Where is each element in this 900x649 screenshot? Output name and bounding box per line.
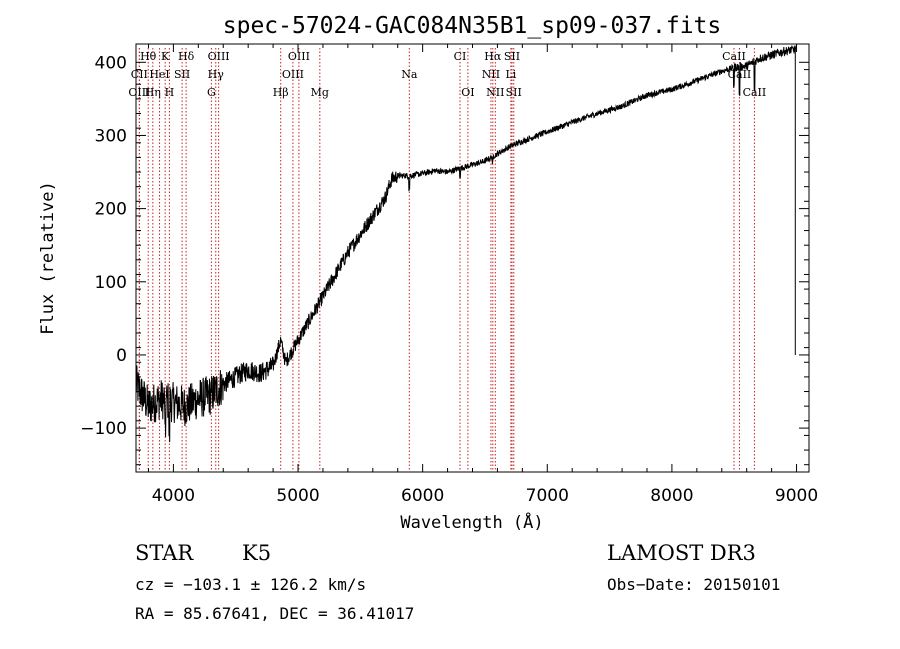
line-label-NII: NII <box>486 86 504 99</box>
spectrum-line <box>135 45 797 443</box>
x-axis-label: Wavelength (Å) <box>400 511 543 533</box>
line-label-OIII: OIII <box>288 50 310 63</box>
line-label-Na: Na <box>401 68 418 81</box>
line-label-CaII: CaII <box>743 86 767 99</box>
object-class: STAR <box>135 541 194 565</box>
x-tick-label-6000: 6000 <box>401 486 444 506</box>
obs-date-text: Obs−Date: 20150101 <box>607 575 780 594</box>
line-label-K: K <box>161 50 170 63</box>
plot-frame <box>135 43 810 473</box>
line-label-OIII: OIII <box>208 50 230 63</box>
line-label-H: H <box>165 86 175 99</box>
x-tick-label-8000: 8000 <box>650 486 693 506</box>
x-tick-label-5000: 5000 <box>276 486 319 506</box>
y-axis-label: Flux (relative) <box>38 181 58 335</box>
line-label-Hα: Hα <box>484 50 502 63</box>
line-label-CaII: CaII <box>722 50 746 63</box>
line-label-HeI: HeI <box>149 68 169 81</box>
line-label-Hβ: Hβ <box>273 86 289 99</box>
y-tick-label-200: 200 <box>95 200 127 220</box>
spectrum-series <box>135 45 797 443</box>
line-label-CII: CII <box>131 68 148 81</box>
y-tick-label-400: 400 <box>95 53 127 73</box>
x-tick-label-4000: 4000 <box>152 486 195 506</box>
line-label-Mg: Mg <box>311 86 329 99</box>
survey-label: LAMOST DR3 <box>607 541 756 565</box>
spectral-line-markers <box>138 48 755 472</box>
line-label-SII: SII <box>506 86 522 99</box>
x-axis: 4000 5000 6000 7000 8000 9000 <box>147 44 818 506</box>
line-label-SII: SII <box>174 68 190 81</box>
line-label-NII: NII <box>482 68 500 81</box>
y-tick-label-300: 300 <box>95 126 127 146</box>
line-label-Hθ: Hθ <box>140 50 157 63</box>
chart-title: spec-57024-GAC084N35B1_sp09-037.fits <box>223 13 722 39</box>
radec-text: RA = 85.67641, DEC = 36.41017 <box>135 604 414 623</box>
y-axis: −100 0 100 200 300 400 <box>80 53 809 466</box>
line-label-Li: Li <box>505 68 516 81</box>
line-label-G: G <box>207 86 216 99</box>
redshift-text: cz = −103.1 ± 126.2 km/s <box>135 575 366 594</box>
x-tick-label-7000: 7000 <box>526 486 569 506</box>
line-label-OI: OI <box>461 86 474 99</box>
y-tick-label-100: 100 <box>95 273 127 293</box>
y-tick-label-0: 0 <box>116 346 127 366</box>
object-subclass: K5 <box>242 541 271 565</box>
line-label-CI: CI <box>454 50 467 63</box>
line-label-Hγ: Hγ <box>208 68 225 81</box>
x-tick-label-9000: 9000 <box>775 486 818 506</box>
line-label-Hδ: Hδ <box>178 50 195 63</box>
y-tick-label--100: −100 <box>80 419 127 439</box>
line-label-OIII: OIII <box>128 86 150 99</box>
line-label-OIII: OIII <box>282 68 304 81</box>
line-label-Hη: Hη <box>145 86 161 99</box>
line-label-SII: SII <box>504 50 520 63</box>
